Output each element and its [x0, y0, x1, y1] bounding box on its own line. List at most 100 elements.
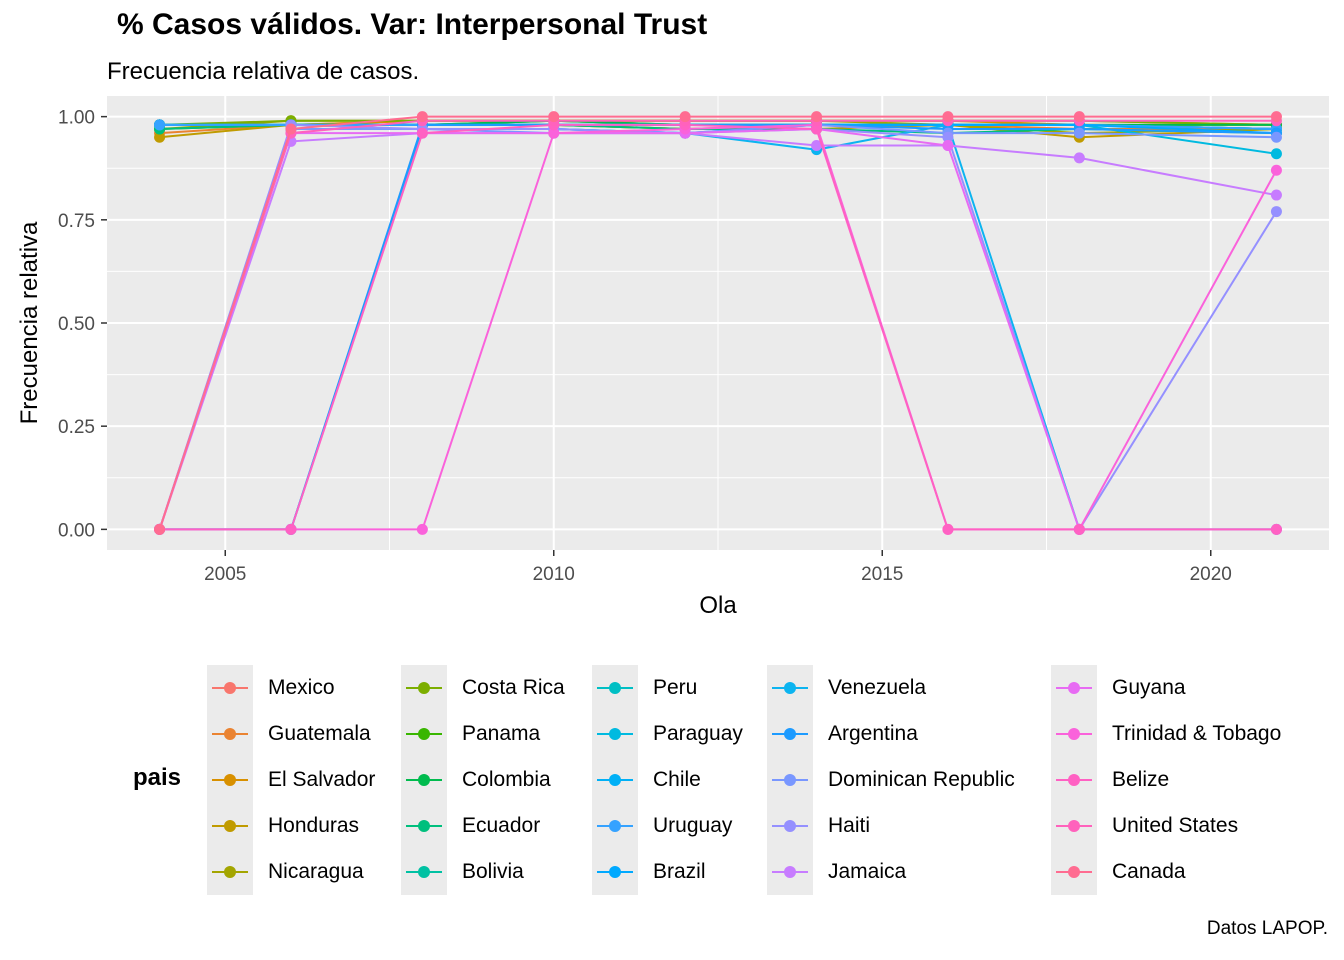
legend-key	[1051, 849, 1097, 895]
y-axis-label: Frecuencia relativa	[16, 221, 43, 424]
legend-key-dot	[418, 774, 430, 786]
data-point-canada	[811, 111, 823, 123]
legend-key	[401, 711, 447, 757]
legend-key-dot	[1068, 866, 1080, 878]
legend-key	[401, 803, 447, 849]
data-point-guyana	[942, 140, 954, 152]
data-point-belize	[942, 523, 954, 535]
legend-label: Uruguay	[653, 814, 733, 837]
legend-key-dot	[1068, 774, 1080, 786]
legend-key-dot	[609, 728, 621, 740]
legend-label: Ecuador	[462, 814, 541, 837]
chart-title: % Casos válidos. Var: Interpersonal Trus…	[117, 8, 708, 41]
legend-label: Jamaica	[828, 860, 907, 883]
legend-key-dot	[1068, 820, 1080, 832]
data-point-honduras	[154, 131, 166, 143]
legend-label: Mexico	[268, 676, 335, 699]
legend-label: Honduras	[268, 814, 360, 837]
data-point-trinidad-tobago	[548, 127, 560, 139]
data-point-paraguay	[1270, 148, 1282, 160]
y-tick-label: 0.00	[58, 520, 95, 541]
legend-label: Haiti	[828, 814, 871, 837]
x-tick-label: 2005	[204, 564, 246, 585]
legend-label: Paraguay	[653, 722, 743, 745]
data-point-dominican-republic	[1073, 127, 1085, 139]
legend-key	[1051, 711, 1097, 757]
y-tick-label: 0.50	[58, 314, 95, 335]
legend-key-dot	[418, 728, 430, 740]
data-point-trinidad-tobago	[416, 523, 428, 535]
legend-key-dot	[609, 774, 621, 786]
legend-key-dot	[418, 866, 430, 878]
legend-label: Bolivia	[462, 860, 524, 883]
legend-key	[1051, 757, 1097, 803]
legend-key	[767, 803, 813, 849]
legend-key	[207, 803, 253, 849]
legend-key	[592, 849, 638, 895]
x-axis-label: Ola	[699, 592, 737, 619]
data-point-trinidad-tobago	[1270, 164, 1282, 176]
legend-label: Venezuela	[828, 676, 927, 699]
legend-key	[401, 849, 447, 895]
x-tick-label: 2015	[861, 564, 903, 585]
line-chart: 2005 2010 2015 2020 0.00 0.25 0.50 0.75 1.00 Ola F…	[16, 96, 1329, 619]
legend-key	[767, 849, 813, 895]
data-point-canada	[1073, 111, 1085, 123]
legend-key-dot	[784, 820, 796, 832]
legend-label: Peru	[653, 676, 698, 699]
legend-label: Guatemala	[268, 722, 371, 745]
chart-subtitle: Frecuencia relativa de casos.	[107, 58, 420, 85]
legend-label: Brazil	[653, 860, 706, 883]
legend-key-dot	[1068, 682, 1080, 694]
legend-key-dot	[609, 820, 621, 832]
legend-key	[592, 757, 638, 803]
data-point-canada	[285, 123, 297, 135]
x-tick-label: 2020	[1190, 564, 1232, 585]
legend-label: Costa Rica	[462, 676, 565, 699]
legend-label: United States	[1112, 814, 1239, 837]
legend-label: Nicaragua	[268, 860, 364, 883]
legend-label: Canada	[1112, 860, 1186, 883]
y-tick-label: 0.25	[58, 417, 95, 438]
legend-key	[767, 665, 813, 711]
legend-key	[207, 849, 253, 895]
data-point-canada	[1270, 111, 1282, 123]
chart-caption: Datos LAPOP.	[1206, 918, 1328, 939]
legend-label: Dominican Republic	[828, 768, 1015, 791]
legend-label: Panama	[462, 722, 541, 745]
data-point-canada	[679, 111, 691, 123]
y-tick-label: 0.75	[58, 211, 95, 232]
legend-label: Colombia	[462, 768, 551, 791]
legend-label: Trinidad & Tobago	[1112, 722, 1282, 745]
data-point-belize	[811, 123, 823, 135]
legend-key	[207, 757, 253, 803]
data-point-haiti	[942, 131, 954, 143]
legend-label: Argentina	[828, 722, 918, 745]
legend-key	[1051, 803, 1097, 849]
legend-key-dot	[784, 774, 796, 786]
legend-label: El Salvador	[268, 768, 376, 791]
y-tick-label: 1.00	[58, 108, 95, 129]
legend-key	[592, 803, 638, 849]
data-point-dominican-republic	[1270, 131, 1282, 143]
legend-key-dot	[784, 728, 796, 740]
data-point-jamaica	[811, 140, 823, 152]
legend-key-dot	[784, 866, 796, 878]
legend-key-dot	[609, 866, 621, 878]
legend-label: Guyana	[1112, 676, 1186, 699]
legend-label: Chile	[653, 768, 701, 791]
legend-key	[207, 665, 253, 711]
legend-title: pais	[133, 764, 182, 791]
data-point-uruguay	[154, 119, 166, 131]
legend-label: Belize	[1112, 768, 1170, 791]
legend-key-dot	[224, 774, 236, 786]
legend-key-dot	[224, 728, 236, 740]
legend-key-dot	[1068, 728, 1080, 740]
data-point-canada	[548, 111, 560, 123]
legend-key-dot	[784, 682, 796, 694]
legend-key-dot	[609, 682, 621, 694]
data-point-canada	[416, 111, 428, 123]
legend-key	[592, 665, 638, 711]
legend-key-dot	[224, 682, 236, 694]
legend-key-dot	[224, 820, 236, 832]
